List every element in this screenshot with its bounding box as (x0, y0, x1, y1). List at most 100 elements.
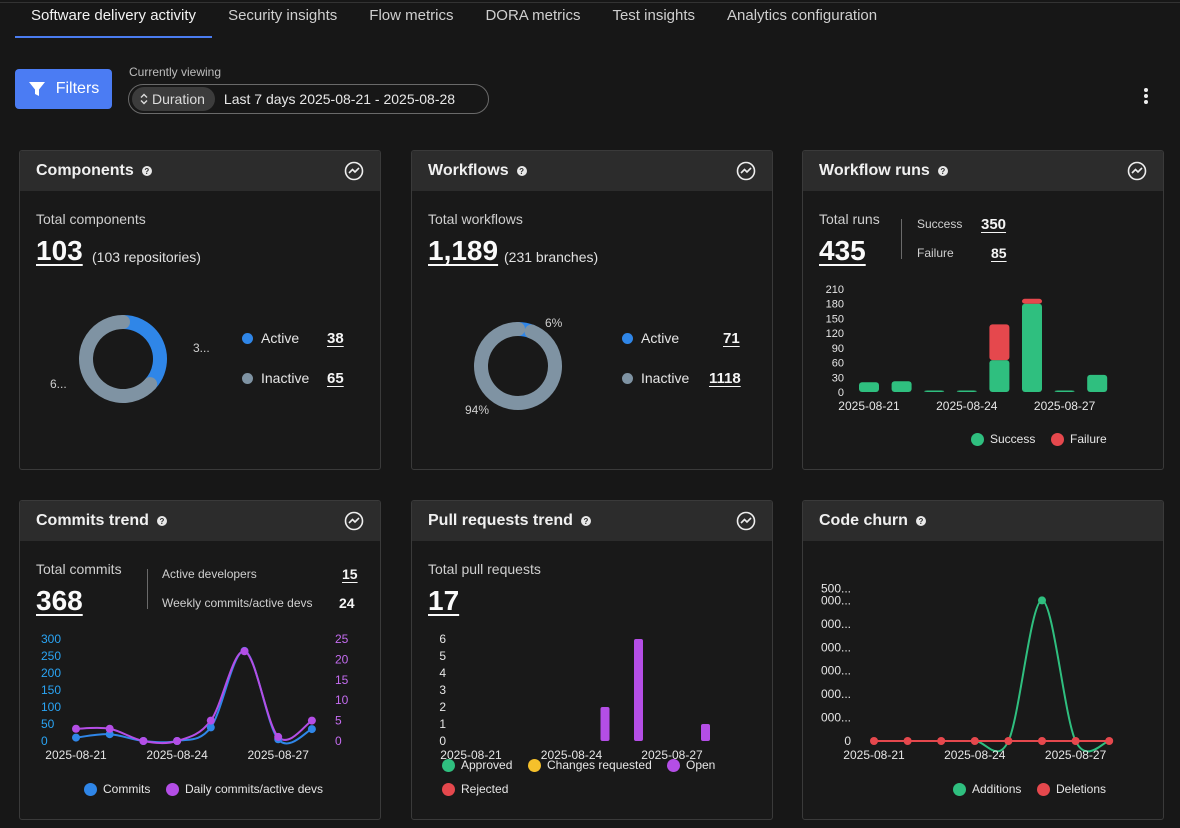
donut-label-active: 3... (193, 341, 210, 355)
tab-security-insights[interactable]: Security insights (228, 7, 338, 24)
donut-label-active: 6% (545, 316, 563, 330)
point-deletions (1038, 737, 1046, 745)
commits-trend-chart: 0 50 100 150 200 250 300 0 5 10 15 20 25 2025-08-21 20… (41, 632, 349, 762)
y-tick-label: 1 (439, 717, 446, 731)
filters-button[interactable]: Filters (15, 69, 112, 109)
x-tick-label: 2025-08-21 (45, 748, 107, 762)
y-tick-label: 30 (832, 372, 844, 384)
failure-value[interactable]: 85 (991, 245, 1007, 261)
total-pull-requests-value[interactable]: 17 (428, 585, 460, 616)
duration-chip[interactable]: Duration (132, 87, 215, 111)
legend-additions: Additions (953, 782, 1021, 796)
success-value[interactable]: 350 (981, 216, 1007, 233)
bar-success (859, 382, 879, 392)
point-deletions (870, 737, 878, 745)
active-developers-value[interactable]: 15 (342, 566, 358, 582)
total-runs-label: Total runs (819, 211, 880, 227)
duration-chip-label: Duration (152, 91, 205, 107)
analytics-icon[interactable] (736, 511, 756, 531)
total-components-label: Total components (36, 211, 146, 227)
workflow-runs-chart: 0 30 60 90 120 150 180 210 2025-08-21 2025-08-24 2… (826, 284, 1108, 413)
tab-analytics-configuration[interactable]: Analytics configuration (727, 7, 878, 24)
total-workflows-value[interactable]: 1,189 (428, 235, 499, 266)
card-title: Code churn (819, 512, 908, 529)
components-card: Components ? Total components 103 (103 r… (19, 150, 381, 470)
code-churn-card-header: Code churn ? (803, 501, 1163, 541)
active-developers-label: Active developers (162, 567, 257, 581)
card-title: Components (36, 162, 134, 179)
legend-approved: Approved (442, 758, 512, 772)
point-daily-commits (307, 716, 316, 725)
card-title: Commits trend (36, 512, 149, 529)
tab-software-delivery-activity[interactable]: Software delivery activity (15, 0, 213, 38)
legend-inactive: Inactive (242, 370, 309, 386)
total-components-value[interactable]: 103 (36, 235, 83, 266)
point-additions (1038, 596, 1046, 605)
help-icon[interactable]: ? (516, 166, 527, 176)
point-daily-commits (274, 732, 283, 741)
x-tick-label: 2025-08-24 (936, 399, 998, 413)
bar-open (600, 707, 610, 741)
bar-success (891, 381, 912, 392)
point-commits (307, 725, 316, 734)
y-tick-label: 3 (439, 683, 446, 697)
help-icon[interactable]: ? (141, 166, 152, 176)
point-commits (72, 733, 80, 742)
help-icon[interactable]: ? (937, 166, 948, 176)
workflows-card-header: Workflows ? (412, 151, 772, 191)
analytics-icon[interactable] (344, 161, 364, 181)
analytics-icon[interactable] (344, 511, 364, 531)
donut-slice-inactive (474, 322, 562, 410)
y-tick-label: 180 (826, 299, 844, 311)
help-icon[interactable]: ? (580, 516, 591, 526)
tab-test-insights[interactable]: Test insights (612, 7, 696, 24)
inactive-workflows-value[interactable]: 1118 (709, 370, 741, 387)
analytics-icon[interactable] (736, 161, 756, 181)
total-components-sub: (103 repositories) (92, 249, 201, 265)
more-options-icon[interactable] (1137, 86, 1155, 106)
help-icon[interactable]: ? (156, 516, 167, 526)
active-components-value[interactable]: 38 (327, 330, 344, 347)
divider (147, 569, 148, 609)
y-tick-right: 0 (335, 734, 342, 748)
y-tick-label: 6 (439, 632, 446, 646)
y-tick-right: 5 (335, 714, 342, 728)
workflow-runs-card: Workflow runs ? Total runs 435 Success 3… (802, 150, 1164, 470)
filter-icon (28, 82, 45, 96)
analytics-icon[interactable] (1127, 161, 1147, 181)
x-tick-label: 2025-08-24 (541, 748, 603, 762)
workflows-card: Workflows ? Total workflows 1,189 (231 b… (411, 150, 773, 470)
point-daily-commits (105, 724, 114, 733)
inactive-components-value[interactable]: 65 (327, 370, 344, 387)
bar-success (924, 390, 945, 393)
point-deletions (1105, 737, 1114, 745)
total-runs-value[interactable]: 435 (819, 235, 866, 266)
donut-label-inactive: 94% (465, 403, 490, 417)
legend-deletions: Deletions (1037, 782, 1106, 796)
active-workflows-value[interactable]: 71 (723, 330, 740, 347)
pull-requests-card-header: Pull requests trend ? (412, 501, 772, 541)
top-border (0, 0, 1180, 3)
legend-daily-commits: Daily commits/active devs (166, 782, 323, 796)
donut-label-inactive: 6... (50, 377, 67, 391)
x-tick-label: 2025-08-24 (146, 748, 208, 762)
date-range-selector[interactable]: Duration Last 7 days 2025-08-21 - 2025-0… (128, 84, 489, 114)
weekly-commits-value: 24 (339, 595, 355, 611)
tab-flow-metrics[interactable]: Flow metrics (369, 7, 454, 24)
y-tick-label: 500... (821, 582, 851, 596)
y-tick-label: 000... (821, 617, 851, 631)
y-tick-left: 50 (41, 717, 55, 731)
bar-open (701, 724, 710, 741)
help-icon[interactable]: ? (915, 516, 926, 526)
point-commits (206, 723, 215, 732)
point-daily-commits (139, 737, 148, 745)
components-donut (79, 315, 167, 403)
tab-dora-metrics[interactable]: DORA metrics (485, 7, 581, 24)
y-tick-label: 150 (826, 313, 844, 325)
total-commits-value[interactable]: 368 (36, 585, 83, 616)
total-workflows-sub: (231 branches) (504, 249, 599, 265)
bar-open (634, 639, 643, 741)
x-tick-label: 2025-08-27 (1045, 748, 1107, 762)
components-card-header: Components ? (20, 151, 380, 191)
y-tick-right: 25 (335, 632, 349, 646)
